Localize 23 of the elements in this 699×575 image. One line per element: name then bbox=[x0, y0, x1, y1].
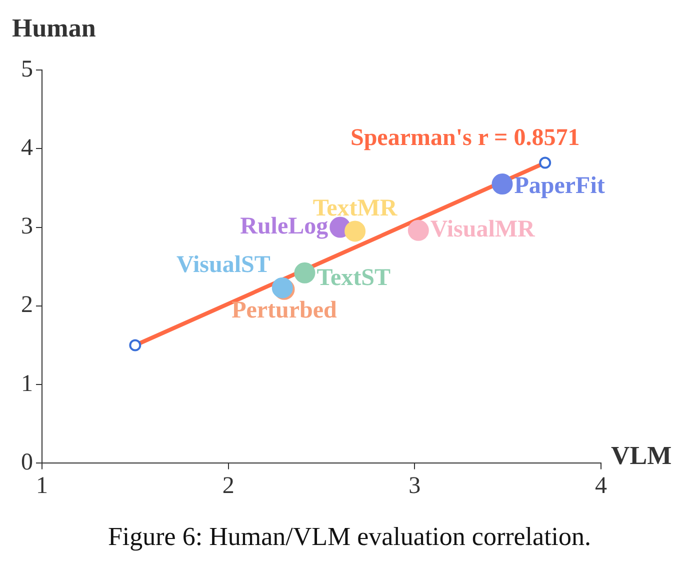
y-tick-label: 1 bbox=[21, 370, 33, 397]
series-label: TextST bbox=[316, 265, 391, 292]
series-label: Perturbed bbox=[232, 298, 338, 324]
point bbox=[294, 262, 316, 284]
x-tick-label: 4 bbox=[595, 472, 607, 499]
series-label: PaperFit bbox=[514, 173, 605, 200]
point bbox=[492, 174, 513, 195]
series-label: Spearman's r = 0.8571 bbox=[350, 125, 580, 151]
series-label: TextMR bbox=[312, 195, 398, 222]
y-tick-label: 5 bbox=[21, 56, 33, 82]
y-tick-label: 0 bbox=[21, 449, 33, 476]
caption: Figure 6: Human/VLM evaluation correlation. bbox=[106, 522, 592, 552]
x-tick-label: 2 bbox=[222, 472, 234, 499]
point bbox=[408, 220, 429, 241]
series-label: VisualMR bbox=[430, 216, 536, 243]
y-tick-label: 4 bbox=[21, 134, 33, 161]
x-axis-title: VLM bbox=[611, 440, 672, 470]
y-tick-label: 2 bbox=[21, 292, 33, 318]
y-tick-label: 3 bbox=[21, 214, 33, 240]
point bbox=[344, 220, 366, 242]
series-label: VisualST bbox=[176, 252, 270, 278]
y-axis-title: Human bbox=[12, 14, 96, 43]
x-tick-label: 3 bbox=[408, 472, 421, 499]
